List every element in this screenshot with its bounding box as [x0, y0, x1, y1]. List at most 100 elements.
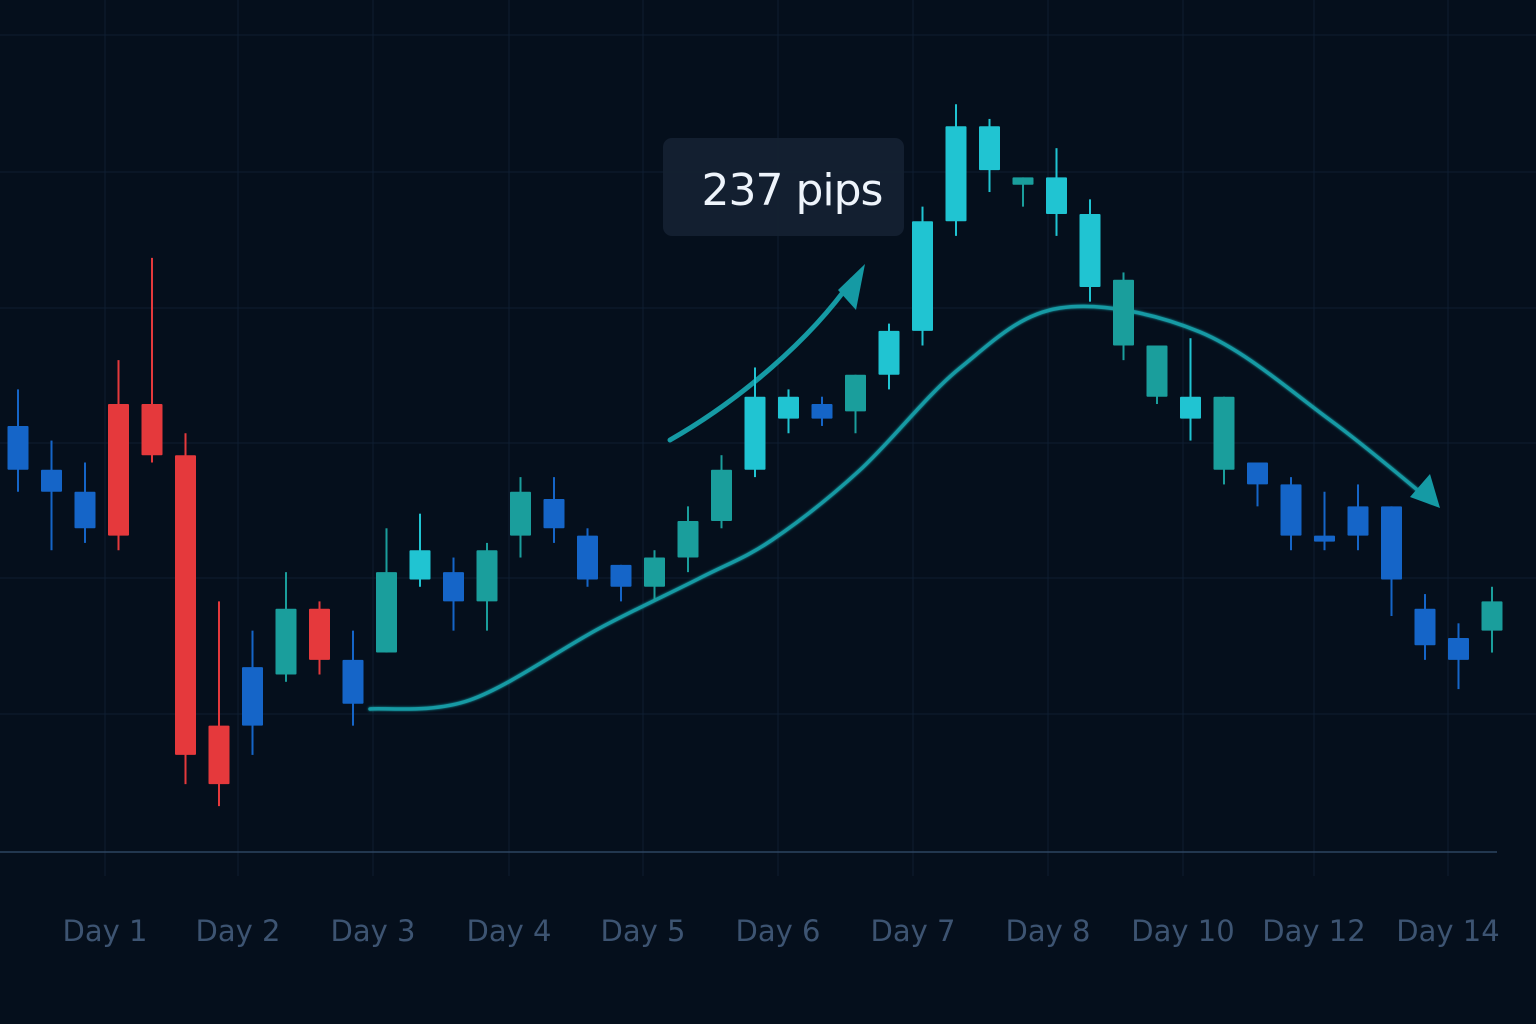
candle	[577, 528, 598, 587]
candle-body	[1347, 506, 1369, 536]
candle	[979, 118, 1000, 193]
candle	[1247, 462, 1268, 507]
candle	[744, 367, 766, 478]
candle-body	[912, 221, 933, 331]
candle-body	[1213, 396, 1235, 470]
candle-body	[1247, 462, 1268, 485]
candle	[1280, 477, 1302, 551]
x-tick-labels: Day 1 Day 2 Day 3 Day 4 Day 5 Day 6 Day 7 Day 8…	[63, 914, 1500, 948]
candle-body	[476, 550, 498, 602]
candle	[1448, 623, 1469, 690]
candle-body	[7, 425, 29, 470]
moving-average-line	[368, 304, 1434, 711]
candle-body	[141, 404, 163, 456]
candle	[1012, 177, 1034, 207]
candle	[878, 323, 900, 390]
uptrend-arrow-head	[838, 264, 865, 310]
x-tick-label: Day 5	[601, 914, 686, 948]
candle	[476, 542, 498, 631]
candle	[108, 360, 129, 551]
x-tick-label: Day 14	[1396, 914, 1499, 948]
candle-body	[644, 557, 665, 587]
candle-body	[577, 535, 598, 580]
trend-arrows	[667, 264, 1440, 508]
candle	[208, 601, 230, 807]
candle	[1481, 586, 1503, 653]
candle-body	[74, 491, 96, 529]
moving-average-layer	[368, 304, 1434, 711]
candle-body	[778, 396, 799, 419]
pips-annotation: 237 pips	[663, 138, 904, 236]
candle-body	[41, 469, 62, 492]
x-tick-label: Day 8	[1006, 914, 1091, 948]
candle-body	[945, 126, 967, 222]
candle	[1046, 148, 1067, 236]
candle-body	[677, 520, 699, 558]
candle-body	[1079, 213, 1101, 288]
candle-body	[275, 608, 297, 675]
candle	[1180, 338, 1201, 441]
candle-body	[979, 126, 1000, 171]
candle-body	[610, 564, 632, 587]
candle	[1381, 506, 1402, 617]
x-tick-label: Day 3	[331, 914, 416, 948]
candle	[376, 528, 397, 653]
candle	[141, 257, 163, 463]
candle-body	[543, 499, 565, 529]
candle-body	[108, 404, 129, 536]
candle-body	[1481, 601, 1503, 631]
x-tick-label: Day 2	[196, 914, 281, 948]
x-tick-label: Day 10	[1131, 914, 1234, 948]
candle	[610, 564, 632, 602]
candle	[1113, 272, 1134, 361]
candle	[1146, 345, 1168, 405]
pips-annotation-label: 237 pips	[702, 165, 883, 216]
candle-body	[811, 404, 833, 419]
candle-body	[409, 550, 431, 580]
candle-body	[376, 572, 397, 653]
candle	[41, 440, 62, 551]
candle-body	[1012, 177, 1034, 185]
candle	[711, 455, 732, 529]
candle	[309, 601, 330, 675]
candle-body	[1146, 345, 1168, 397]
candle-body	[309, 608, 330, 660]
candle-body	[711, 469, 732, 521]
candle-body	[1381, 506, 1402, 580]
x-tick-label: Day 1	[63, 914, 148, 948]
candle	[7, 389, 29, 492]
candle-body	[242, 667, 263, 726]
candle-body	[744, 396, 766, 470]
uptrend-arrow-line	[667, 277, 855, 443]
candle-body	[1280, 484, 1302, 536]
candle-body	[1113, 279, 1134, 346]
candle	[275, 572, 297, 682]
candle	[543, 477, 565, 543]
candle	[443, 557, 464, 631]
grid	[0, 0, 1536, 876]
candle	[510, 477, 531, 558]
candle	[945, 104, 967, 236]
downtrend-arrow-head	[1410, 474, 1440, 508]
candle	[74, 462, 96, 543]
candle	[677, 506, 699, 573]
candle	[644, 550, 665, 602]
candle	[409, 513, 431, 587]
candle	[1213, 396, 1235, 485]
candle-body	[1448, 637, 1469, 660]
candle	[1347, 484, 1369, 551]
candle-body	[342, 659, 364, 704]
candle-body	[878, 330, 900, 375]
candle-body	[1046, 177, 1067, 214]
candle-body	[1180, 396, 1201, 419]
x-tick-label: Day 7	[871, 914, 956, 948]
x-tick-label: Day 6	[736, 914, 821, 948]
candle-body	[845, 374, 866, 412]
candle	[778, 389, 799, 434]
candles	[7, 104, 1503, 807]
candle	[1414, 594, 1436, 660]
candle	[1314, 491, 1335, 551]
candle	[242, 630, 263, 755]
